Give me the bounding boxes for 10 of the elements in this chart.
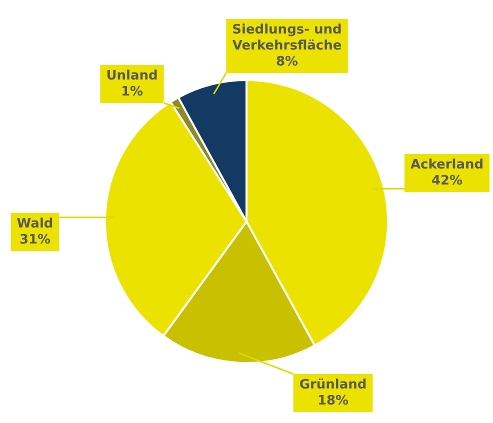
data-label: 31% [19, 232, 51, 248]
data-label: 42% [431, 173, 463, 188]
slice-label: Grünland [299, 377, 367, 392]
slice-label: Ackerland [410, 157, 484, 172]
data-label: 18% [317, 393, 349, 408]
slice-label: Wald [16, 216, 54, 232]
data-label: 8% [276, 54, 298, 70]
slice-label: Siedlungs- und Verkehrsfläche [232, 22, 342, 54]
data-label: 1% [120, 84, 144, 100]
slice-label: Unland [106, 68, 158, 84]
